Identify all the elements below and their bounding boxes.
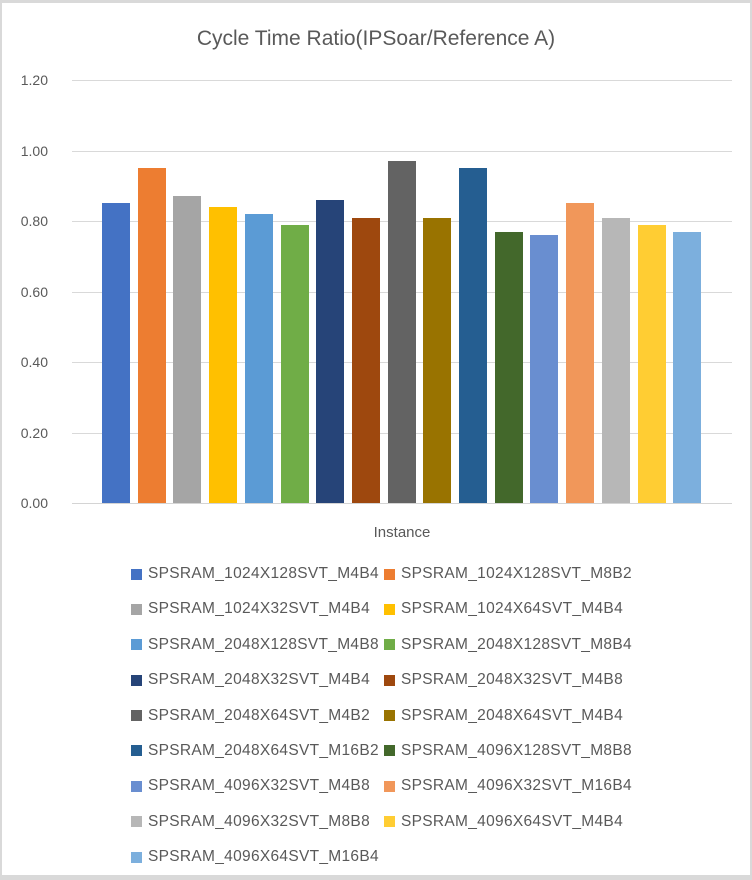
legend-item: SPSRAM_4096X32SVT_M16B4 [384,777,632,795]
bar-SPSRAM_2048X64SVT_M4B2 [387,161,416,503]
bar-SPSRAM_2048X32SVT_M4B8 [351,217,380,503]
legend-swatch-icon [384,710,395,722]
bar-SPSRAM_4096X64SVT_M16B4 [673,231,702,503]
bar-SPSRAM_1024X64SVT_M4B4 [209,206,238,503]
y-tick-label: 0.00 [20,495,48,511]
legend-item: SPSRAM_1024X128SVT_M8B2 [384,565,632,583]
bar-SPSRAM_4096X32SVT_M16B4 [566,203,595,503]
gridline [72,80,732,81]
legend-item: SPSRAM_4096X32SVT_M4B8 [131,777,384,795]
legend-item: SPSRAM_1024X128SVT_M4B4 [131,565,384,583]
legend-item: SPSRAM_2048X64SVT_M4B4 [384,707,632,725]
legend-swatch-icon [384,603,395,615]
y-tick-label: 0.60 [20,283,48,300]
legend-item: SPSRAM_1024X32SVT_M4B4 [131,600,384,618]
bar-SPSRAM_2048X128SVT_M8B4 [280,224,309,503]
x-axis-label: Instance [373,524,431,541]
legend-label: SPSRAM_2048X64SVT_M4B4 [401,706,623,724]
bar-SPSRAM_2048X64SVT_M16B2 [459,168,487,503]
legend-label: SPSRAM_1024X32SVT_M4B4 [148,600,370,618]
legend-item: SPSRAM_4096X64SVT_M16B4 [131,848,384,866]
legend-swatch-icon [384,816,395,828]
legend-label: SPSRAM_2048X32SVT_M4B8 [401,671,623,689]
legend-item: SPSRAM_1024X64SVT_M4B4 [384,600,632,618]
legend-label: SPSRAM_4096X32SVT_M16B4 [401,777,632,795]
legend-item: SPSRAM_2048X128SVT_M8B4 [384,636,632,654]
legend-label: SPSRAM_4096X32SVT_M8B8 [148,812,370,830]
legend-item: SPSRAM_2048X64SVT_M16B2 [131,742,384,760]
legend-label: SPSRAM_1024X64SVT_M4B4 [401,600,623,618]
legend-label: SPSRAM_1024X128SVT_M4B4 [148,565,379,582]
legend-swatch-icon [131,568,142,580]
y-tick-label: 0.20 [20,424,48,441]
legend-swatch-icon [131,851,142,863]
legend-swatch-icon [384,568,395,580]
legend-swatch-icon [131,745,142,757]
legend-swatch-icon [384,780,395,792]
gridline [72,150,732,152]
legend-label: SPSRAM_2048X64SVT_M16B2 [148,741,379,759]
legend-label: SPSRAM_4096X64SVT_M4B4 [401,812,623,830]
legend-item: SPSRAM_2048X128SVT_M4B8 [131,636,384,654]
legend-item: SPSRAM_4096X32SVT_M8B8 [131,813,384,831]
chart-title: Cycle Time Ratio(IPSoar/Reference A) [196,27,556,50]
y-tick-label: 1.00 [20,142,48,159]
bar-SPSRAM_2048X128SVT_M4B8 [244,214,273,503]
y-tick-label: 0.80 [20,213,48,229]
legend-label: SPSRAM_2048X32SVT_M4B4 [148,671,370,689]
legend-item: SPSRAM_2048X32SVT_M4B4 [131,671,384,689]
bar-SPSRAM_1024X128SVT_M4B4 [102,203,130,503]
legend-swatch-icon [384,674,395,686]
bar-SPSRAM_4096X32SVT_M4B8 [530,235,559,503]
legend-label: SPSRAM_2048X64SVT_M4B2 [148,706,370,724]
legend-item: SPSRAM_4096X64SVT_M4B4 [384,813,632,831]
legend-item: SPSRAM_4096X128SVT_M8B8 [384,742,632,760]
bar-SPSRAM_4096X128SVT_M8B8 [494,231,523,503]
bar-SPSRAM_2048X32SVT_M4B4 [316,199,345,503]
legend-label: SPSRAM_4096X32SVT_M4B8 [148,777,370,795]
legend-swatch-icon [384,639,395,651]
legend-label: SPSRAM_4096X128SVT_M8B8 [401,741,632,759]
x-axis-line [72,503,732,504]
legend-swatch-icon [131,603,142,615]
legend-item: SPSRAM_2048X64SVT_M4B2 [131,707,384,725]
bar-SPSRAM_4096X32SVT_M8B8 [601,217,630,503]
y-tick-label: 1.20 [20,72,48,88]
legend-swatch-icon [131,710,142,722]
legend-label: SPSRAM_4096X64SVT_M16B4 [148,848,379,866]
legend-swatch-icon [131,674,142,686]
legend-label: SPSRAM_1024X128SVT_M8B2 [401,565,632,582]
legend-swatch-icon [131,780,142,792]
bar-SPSRAM_1024X128SVT_M8B2 [137,168,166,503]
legend-label: SPSRAM_2048X128SVT_M8B4 [401,635,632,653]
legend-swatch-icon [131,816,142,828]
legend-label: SPSRAM_2048X128SVT_M4B8 [148,635,379,653]
legend-item: SPSRAM_2048X32SVT_M4B8 [384,671,632,689]
legend-swatch-icon [384,745,395,757]
legend: SPSRAM_1024X128SVT_M4B4 SPSRAM_1024X128SV… [131,565,632,875]
bar-SPSRAM_4096X64SVT_M4B4 [637,224,666,503]
bar-SPSRAM_2048X64SVT_M4B4 [423,217,452,503]
y-tick-label: 0.40 [20,354,48,370]
legend-swatch-icon [131,639,142,651]
bar-SPSRAM_1024X32SVT_M4B4 [173,196,202,503]
